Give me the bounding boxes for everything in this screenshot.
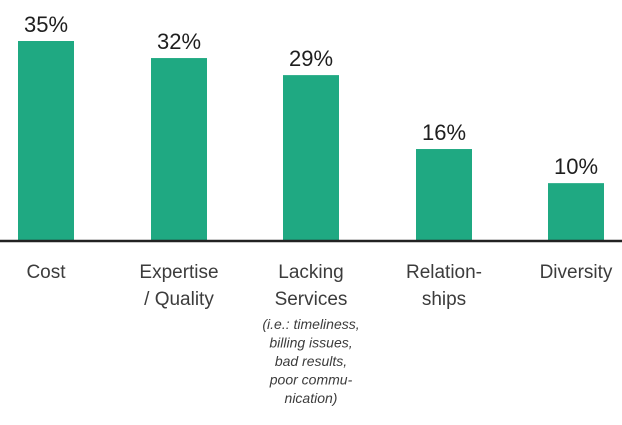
value-labels-group: 35% 32% 29% 16% 10% bbox=[24, 12, 598, 179]
value-label-3: 16% bbox=[422, 120, 466, 145]
bar-0 bbox=[18, 41, 74, 240]
category-note-2-line-4: nication) bbox=[285, 390, 338, 406]
value-label-4: 10% bbox=[554, 154, 598, 179]
category-note-2-line-0: (i.e.: timeliness, bbox=[262, 316, 359, 332]
category-labels-group: Cost Expertise / Quality Lacking Services (i.… bbox=[26, 262, 612, 406]
bar-4 bbox=[548, 183, 604, 240]
category-label-3-line-0: Relation- bbox=[406, 262, 482, 283]
category-label-1-line-0: Expertise bbox=[139, 262, 218, 283]
bar-3 bbox=[416, 149, 472, 240]
value-label-0: 35% bbox=[24, 12, 68, 37]
bars-group bbox=[18, 41, 604, 240]
value-label-1: 32% bbox=[157, 29, 201, 54]
bar-2 bbox=[283, 75, 339, 240]
category-label-0-line-0: Cost bbox=[26, 262, 66, 283]
bar-1 bbox=[151, 58, 207, 240]
value-label-2: 29% bbox=[289, 46, 333, 71]
category-label-4-line-0: Diversity bbox=[540, 262, 613, 283]
category-label-3-line-1: ships bbox=[422, 289, 466, 310]
category-note-2-line-2: bad results, bbox=[275, 353, 347, 369]
category-label-2-line-0: Lacking bbox=[278, 262, 344, 283]
category-label-2-line-1: Services bbox=[275, 289, 348, 310]
category-note-2-line-3: poor commu- bbox=[269, 372, 353, 388]
category-label-1-line-1: / Quality bbox=[144, 289, 214, 310]
category-note-2-line-1: billing issues, bbox=[269, 335, 352, 351]
